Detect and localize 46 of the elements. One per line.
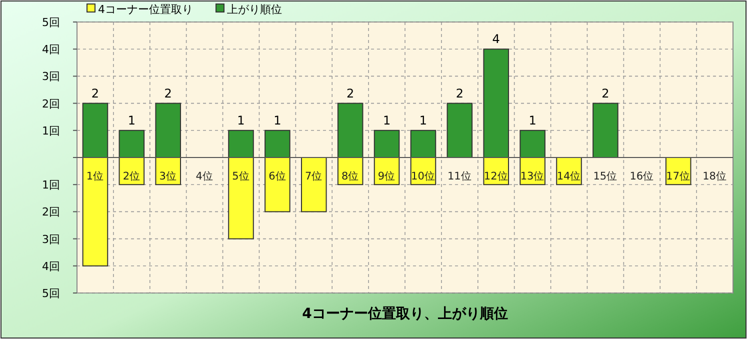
y-tick-label: 1回 [42,124,60,138]
x-tick-label: 16位 [630,170,654,182]
data-label: 1 [419,113,428,128]
y-tick-label: 1回 [42,178,60,192]
x-tick-label: 12位 [484,170,508,182]
data-label: 4 [492,32,500,46]
y-tick-label: 3回 [42,232,60,246]
bar [446,102,473,158]
bar [592,102,618,158]
data-label: 1 [237,113,245,128]
x-tick-label: 4位 [196,170,214,182]
data-label: 1 [528,113,536,128]
x-tick-label: 14位 [556,170,582,182]
legend-label: 4コーナー位置取り [98,3,193,16]
x-tick-label: 13位 [520,170,545,182]
x-tick-label: 1位 [86,170,104,182]
y-tick-label: 5回 [42,287,60,300]
x-tick-label: 3位 [159,170,177,182]
x-tick-label: 11位 [447,170,472,182]
x-tick-label: 10位 [411,170,436,182]
legend-label: 上がり順位 [227,3,282,16]
x-tick-label: 15位 [593,170,618,182]
x-tick-label: 7位 [305,170,323,182]
data-label: 2 [602,86,610,100]
text: 4コーナー位置取り、上がり順位 [302,306,508,322]
y-tick-label: 4回 [42,260,60,273]
bar [301,157,327,212]
data-label: 1 [128,113,136,128]
x-tick-label: 17位 [666,170,691,182]
data-label: 2 [91,86,100,100]
y-tick-label: 2回 [42,206,60,219]
y-tick-label: 4回 [42,43,60,56]
x-tick-label: 2位 [122,170,141,182]
y-tick-label: 5回 [42,16,60,29]
y-tick-label: 2回 [42,97,60,110]
x-tick-label: 6位 [268,170,286,182]
data-label: 1 [382,113,391,128]
x-tick-label: 8位 [341,170,360,182]
y-tick-label: 3回 [42,70,60,84]
data-label: 2 [346,86,354,100]
data-label: 1 [274,113,282,128]
x-tick-label: 9位 [378,170,396,182]
x-tick-label: 5位 [232,170,250,182]
x-tick-label: 18位 [702,170,727,182]
data-label: 2 [456,86,464,100]
data-label: 2 [164,86,172,100]
